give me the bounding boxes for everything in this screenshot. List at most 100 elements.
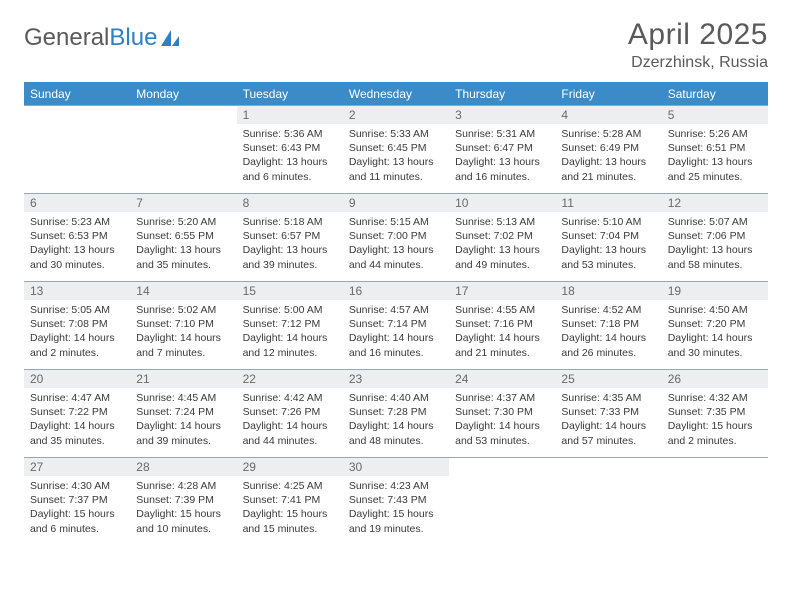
day-details: Sunrise: 4:47 AMSunset: 7:22 PMDaylight:… <box>24 388 130 452</box>
calendar-day-cell: 7Sunrise: 5:20 AMSunset: 6:55 PMDaylight… <box>130 194 236 282</box>
weekday-header: Wednesday <box>343 83 449 106</box>
calendar-day-cell: 6Sunrise: 5:23 AMSunset: 6:53 PMDaylight… <box>24 194 130 282</box>
calendar-day-cell: 18Sunrise: 4:52 AMSunset: 7:18 PMDayligh… <box>555 282 661 370</box>
calendar-table: Sunday Monday Tuesday Wednesday Thursday… <box>24 82 768 546</box>
day-number: 10 <box>449 194 555 212</box>
day-number: 14 <box>130 282 236 300</box>
day-details: Sunrise: 4:52 AMSunset: 7:18 PMDaylight:… <box>555 300 661 364</box>
day-number: 19 <box>662 282 768 300</box>
calendar-day-cell: 2Sunrise: 5:33 AMSunset: 6:45 PMDaylight… <box>343 106 449 194</box>
calendar-week-row: 27Sunrise: 4:30 AMSunset: 7:37 PMDayligh… <box>24 458 768 546</box>
day-number: 16 <box>343 282 449 300</box>
day-details: Sunrise: 4:32 AMSunset: 7:35 PMDaylight:… <box>662 388 768 452</box>
brand-logo: GeneralBlue <box>24 18 181 52</box>
day-number: 18 <box>555 282 661 300</box>
day-number: 9 <box>343 194 449 212</box>
calendar-day-cell: 8Sunrise: 5:18 AMSunset: 6:57 PMDaylight… <box>237 194 343 282</box>
calendar-day-cell: 3Sunrise: 5:31 AMSunset: 6:47 PMDaylight… <box>449 106 555 194</box>
calendar-day-cell: 22Sunrise: 4:42 AMSunset: 7:26 PMDayligh… <box>237 370 343 458</box>
day-details: Sunrise: 5:02 AMSunset: 7:10 PMDaylight:… <box>130 300 236 364</box>
day-details: Sunrise: 5:15 AMSunset: 7:00 PMDaylight:… <box>343 212 449 276</box>
calendar-day-cell: .. <box>130 106 236 194</box>
calendar-day-cell: .. <box>24 106 130 194</box>
calendar-day-cell: 21Sunrise: 4:45 AMSunset: 7:24 PMDayligh… <box>130 370 236 458</box>
day-number: 12 <box>662 194 768 212</box>
weekday-header: Tuesday <box>237 83 343 106</box>
day-number: 21 <box>130 370 236 388</box>
day-number: 17 <box>449 282 555 300</box>
calendar-day-cell: 17Sunrise: 4:55 AMSunset: 7:16 PMDayligh… <box>449 282 555 370</box>
day-number: 29 <box>237 458 343 476</box>
day-details: Sunrise: 4:28 AMSunset: 7:39 PMDaylight:… <box>130 476 236 540</box>
weekday-header: Sunday <box>24 83 130 106</box>
calendar-day-cell: 13Sunrise: 5:05 AMSunset: 7:08 PMDayligh… <box>24 282 130 370</box>
day-details: Sunrise: 4:35 AMSunset: 7:33 PMDaylight:… <box>555 388 661 452</box>
day-details: Sunrise: 4:25 AMSunset: 7:41 PMDaylight:… <box>237 476 343 540</box>
weekday-header-row: Sunday Monday Tuesday Wednesday Thursday… <box>24 83 768 106</box>
weekday-header: Thursday <box>449 83 555 106</box>
day-details: Sunrise: 5:13 AMSunset: 7:02 PMDaylight:… <box>449 212 555 276</box>
day-number: 8 <box>237 194 343 212</box>
day-number: 1 <box>237 106 343 124</box>
calendar-week-row: ....1Sunrise: 5:36 AMSunset: 6:43 PMDayl… <box>24 106 768 194</box>
calendar-day-cell: 12Sunrise: 5:07 AMSunset: 7:06 PMDayligh… <box>662 194 768 282</box>
day-details: Sunrise: 4:30 AMSunset: 7:37 PMDaylight:… <box>24 476 130 540</box>
weekday-header: Saturday <box>662 83 768 106</box>
day-number: 23 <box>343 370 449 388</box>
calendar-day-cell: 19Sunrise: 4:50 AMSunset: 7:20 PMDayligh… <box>662 282 768 370</box>
calendar-day-cell: 9Sunrise: 5:15 AMSunset: 7:00 PMDaylight… <box>343 194 449 282</box>
day-details: Sunrise: 4:55 AMSunset: 7:16 PMDaylight:… <box>449 300 555 364</box>
calendar-day-cell: 10Sunrise: 5:13 AMSunset: 7:02 PMDayligh… <box>449 194 555 282</box>
calendar-week-row: 20Sunrise: 4:47 AMSunset: 7:22 PMDayligh… <box>24 370 768 458</box>
calendar-day-cell: 15Sunrise: 5:00 AMSunset: 7:12 PMDayligh… <box>237 282 343 370</box>
sail-icon <box>159 28 181 48</box>
day-details: Sunrise: 5:20 AMSunset: 6:55 PMDaylight:… <box>130 212 236 276</box>
calendar-day-cell: 14Sunrise: 5:02 AMSunset: 7:10 PMDayligh… <box>130 282 236 370</box>
calendar-day-cell: 30Sunrise: 4:23 AMSunset: 7:43 PMDayligh… <box>343 458 449 546</box>
day-number: 3 <box>449 106 555 124</box>
weekday-header: Monday <box>130 83 236 106</box>
calendar-day-cell: 11Sunrise: 5:10 AMSunset: 7:04 PMDayligh… <box>555 194 661 282</box>
calendar-day-cell: 5Sunrise: 5:26 AMSunset: 6:51 PMDaylight… <box>662 106 768 194</box>
day-details: Sunrise: 5:23 AMSunset: 6:53 PMDaylight:… <box>24 212 130 276</box>
day-number: 13 <box>24 282 130 300</box>
day-details: Sunrise: 4:37 AMSunset: 7:30 PMDaylight:… <box>449 388 555 452</box>
day-details: Sunrise: 5:26 AMSunset: 6:51 PMDaylight:… <box>662 124 768 188</box>
brand-part2: Blue <box>109 24 157 52</box>
day-number: 26 <box>662 370 768 388</box>
calendar-day-cell: 23Sunrise: 4:40 AMSunset: 7:28 PMDayligh… <box>343 370 449 458</box>
day-details: Sunrise: 4:57 AMSunset: 7:14 PMDaylight:… <box>343 300 449 364</box>
day-details: Sunrise: 4:23 AMSunset: 7:43 PMDaylight:… <box>343 476 449 540</box>
calendar-day-cell: 1Sunrise: 5:36 AMSunset: 6:43 PMDaylight… <box>237 106 343 194</box>
day-details: Sunrise: 5:10 AMSunset: 7:04 PMDaylight:… <box>555 212 661 276</box>
day-number: 27 <box>24 458 130 476</box>
month-title: April 2025 <box>628 18 768 52</box>
day-details: Sunrise: 5:00 AMSunset: 7:12 PMDaylight:… <box>237 300 343 364</box>
day-details: Sunrise: 5:31 AMSunset: 6:47 PMDaylight:… <box>449 124 555 188</box>
calendar-week-row: 13Sunrise: 5:05 AMSunset: 7:08 PMDayligh… <box>24 282 768 370</box>
weekday-header: Friday <box>555 83 661 106</box>
day-number: 22 <box>237 370 343 388</box>
calendar-week-row: 6Sunrise: 5:23 AMSunset: 6:53 PMDaylight… <box>24 194 768 282</box>
day-number: 20 <box>24 370 130 388</box>
day-details: Sunrise: 5:07 AMSunset: 7:06 PMDaylight:… <box>662 212 768 276</box>
day-details: Sunrise: 5:28 AMSunset: 6:49 PMDaylight:… <box>555 124 661 188</box>
day-details: Sunrise: 4:40 AMSunset: 7:28 PMDaylight:… <box>343 388 449 452</box>
calendar-day-cell: 4Sunrise: 5:28 AMSunset: 6:49 PMDaylight… <box>555 106 661 194</box>
calendar-day-cell: 26Sunrise: 4:32 AMSunset: 7:35 PMDayligh… <box>662 370 768 458</box>
day-number: 11 <box>555 194 661 212</box>
calendar-day-cell: 20Sunrise: 4:47 AMSunset: 7:22 PMDayligh… <box>24 370 130 458</box>
day-number: 30 <box>343 458 449 476</box>
day-number: 25 <box>555 370 661 388</box>
day-number: 4 <box>555 106 661 124</box>
day-details: Sunrise: 4:42 AMSunset: 7:26 PMDaylight:… <box>237 388 343 452</box>
calendar-day-cell: .. <box>662 458 768 546</box>
day-number: 7 <box>130 194 236 212</box>
day-details: Sunrise: 5:33 AMSunset: 6:45 PMDaylight:… <box>343 124 449 188</box>
calendar-day-cell: .. <box>555 458 661 546</box>
day-number: 5 <box>662 106 768 124</box>
page-header: GeneralBlue April 2025 Dzerzhinsk, Russi… <box>24 18 768 72</box>
calendar-day-cell: 24Sunrise: 4:37 AMSunset: 7:30 PMDayligh… <box>449 370 555 458</box>
calendar-day-cell: 28Sunrise: 4:28 AMSunset: 7:39 PMDayligh… <box>130 458 236 546</box>
day-number: 6 <box>24 194 130 212</box>
